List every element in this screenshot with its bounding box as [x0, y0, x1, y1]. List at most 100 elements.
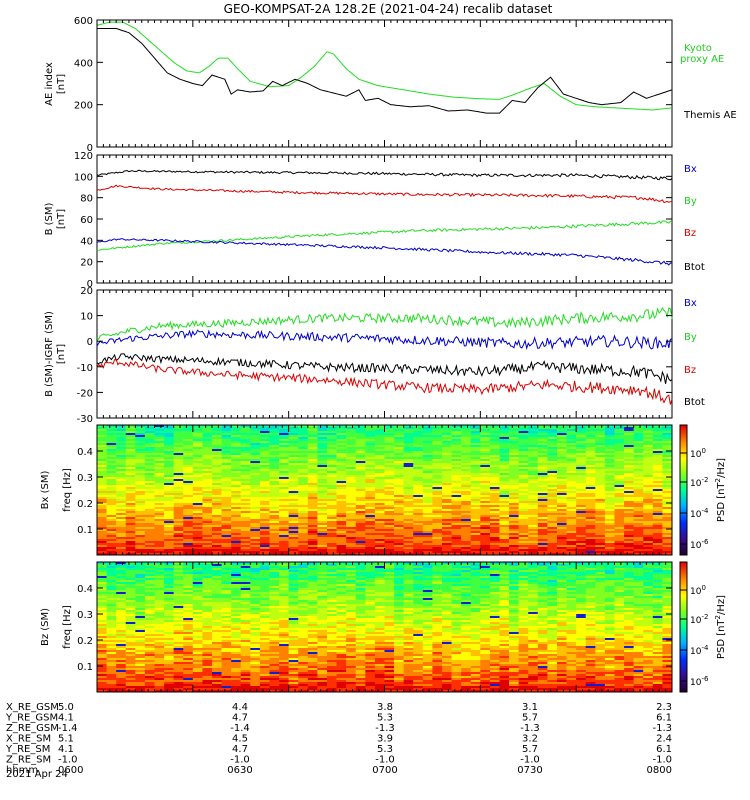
specbx-cell [135, 447, 146, 450]
specbz-cell [250, 644, 261, 647]
specbz-cell [97, 562, 107, 565]
specbx-cell [164, 553, 174, 556]
specbx-cell [317, 435, 328, 438]
specbx-cell [116, 447, 127, 450]
specbx-cell [624, 471, 634, 474]
specbx-cell [547, 507, 558, 510]
specbx-cell [250, 461, 261, 464]
specbx-cell [576, 527, 587, 530]
specbx-cell [125, 505, 136, 508]
specbx-cell [662, 425, 673, 428]
specbx-cell [355, 487, 366, 490]
specbx-cell [413, 523, 424, 526]
specbx-cell [662, 481, 673, 484]
specbz-cell [183, 666, 194, 669]
specbz-cell [164, 582, 174, 585]
specbx-cell [614, 467, 625, 470]
specbz-cell [192, 618, 203, 621]
specbx-cell [336, 495, 347, 498]
specbx-cell [365, 513, 376, 516]
specbx-cell [403, 483, 414, 486]
specbx-cell [652, 511, 663, 514]
specbx-cell [566, 511, 577, 514]
specbx-cell [662, 479, 673, 482]
specbx-cell [442, 547, 452, 550]
specbx-cell [480, 499, 491, 502]
specbx-cell [97, 469, 107, 472]
specbz-cell [173, 570, 184, 573]
specbx-cell [470, 451, 481, 454]
specbz-cell [240, 666, 251, 669]
specbx-cell [336, 487, 347, 490]
specbx-cell [652, 541, 663, 544]
specbx-cell [154, 525, 165, 528]
specbx-cell [509, 467, 519, 470]
specbx-cell [269, 499, 280, 502]
specbz-cell [125, 650, 136, 653]
specbx-cell [116, 551, 127, 554]
specbz-cell [221, 642, 232, 645]
specbx-cell [595, 525, 606, 528]
specbx-cell [633, 509, 644, 512]
specbx-cell [394, 505, 404, 508]
specbx-cell [451, 547, 462, 550]
specbx-cell [595, 535, 606, 538]
specbx-cell [604, 481, 615, 484]
specbx-cell [537, 473, 548, 476]
specbx-cell [576, 495, 587, 498]
specbx-cell [451, 473, 462, 476]
specbx-cell [499, 465, 510, 468]
specbx-cell [173, 547, 184, 550]
specbx-cell [317, 449, 328, 452]
specbx-cell [422, 473, 433, 476]
specbx-cell [192, 537, 203, 540]
specbx-cell [183, 443, 194, 446]
specbx-cell [595, 499, 606, 502]
specbx-cell [154, 523, 165, 526]
specbx-cell [346, 509, 357, 512]
specbx-cell [307, 465, 318, 468]
specbx-cell [537, 539, 548, 542]
specbz-cell [116, 588, 127, 591]
specbx-cell [652, 513, 663, 516]
specbz-cell [183, 688, 194, 691]
specbx-cell [106, 469, 117, 472]
specbx-cell [384, 443, 395, 446]
specbx-cell [585, 435, 596, 438]
specbz-cell [154, 676, 165, 679]
specbx-cell [442, 441, 452, 444]
specbx-cell [576, 431, 587, 434]
specbx-cell [116, 497, 127, 500]
specbx-cell [604, 451, 615, 454]
specbx-cell [509, 519, 519, 522]
specbx-cell [566, 463, 577, 466]
specbx-cell [192, 459, 203, 462]
specbz-cell [183, 690, 194, 693]
specbx-cell [547, 551, 558, 554]
specbx-cell [643, 449, 654, 452]
specbx-cell [135, 495, 146, 498]
specbz-cell [97, 610, 107, 613]
specbz-cell [250, 608, 261, 611]
specbx-cell [633, 497, 644, 500]
specbx-cell [633, 439, 644, 442]
specbz-cell [202, 604, 213, 607]
specbz-cell [212, 588, 222, 591]
specbx-cell [298, 467, 309, 470]
specbx-cell [173, 505, 184, 508]
specbx-cell [422, 517, 433, 520]
specbx-cell [480, 463, 491, 466]
specbx-cell [288, 509, 299, 512]
specbx-cell [576, 463, 587, 466]
specbz-cell [240, 646, 251, 649]
specbx-cell [374, 489, 385, 492]
specbz-cell [221, 676, 232, 679]
specbx-cell [470, 471, 481, 474]
specbz-cell [192, 676, 203, 679]
specbx-cell [509, 513, 519, 516]
specbx-cell [355, 467, 366, 470]
specbx-cell [374, 459, 385, 462]
specbx-cell [633, 453, 644, 456]
specbx-cell [432, 513, 443, 516]
specbx-cell [461, 489, 472, 492]
